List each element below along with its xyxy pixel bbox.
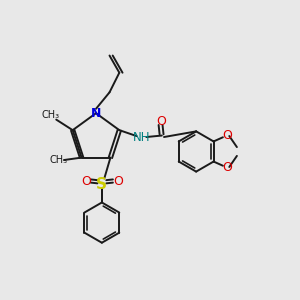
Text: O: O [222, 129, 232, 142]
Text: S: S [96, 177, 107, 192]
Text: CH₃: CH₃ [41, 110, 60, 120]
Text: O: O [156, 115, 166, 128]
Text: O: O [113, 175, 123, 188]
Text: O: O [222, 161, 232, 174]
Text: NH: NH [133, 131, 150, 144]
Text: O: O [81, 175, 91, 188]
Text: N: N [91, 107, 101, 120]
Text: CH₃: CH₃ [49, 155, 67, 165]
